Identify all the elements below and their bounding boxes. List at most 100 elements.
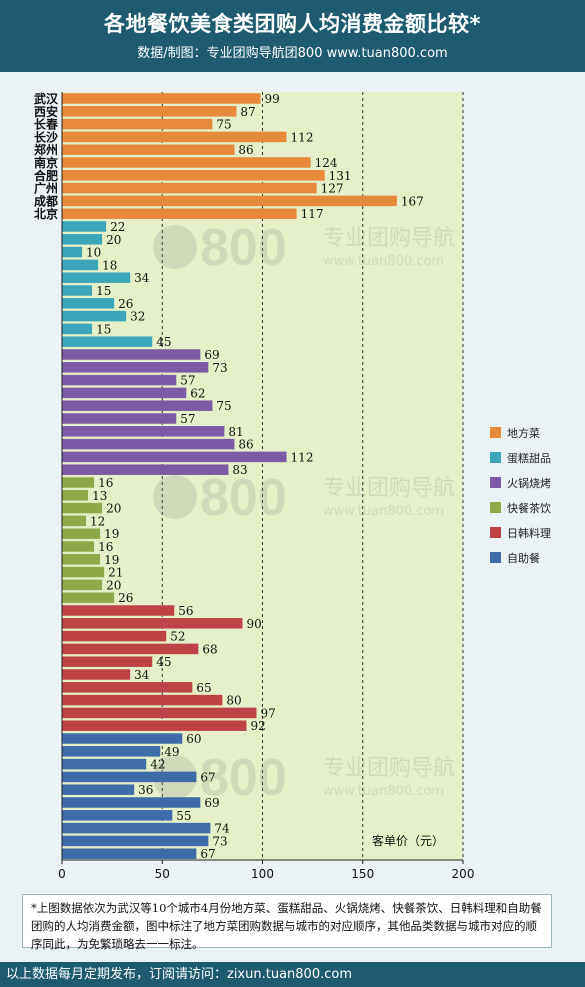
data-label: 60	[186, 732, 201, 746]
data-label: 67	[200, 847, 215, 861]
watermark-number: 800	[200, 469, 287, 527]
bar	[62, 746, 161, 757]
bar	[62, 310, 127, 322]
data-label: 69	[204, 348, 219, 362]
x-tick-label: 50	[155, 867, 170, 881]
bar	[62, 285, 93, 296]
data-label: 69	[204, 796, 219, 810]
data-label: 57	[180, 374, 195, 388]
data-label: 75	[216, 399, 231, 413]
bar	[62, 669, 131, 680]
category-label: 长春	[34, 117, 59, 132]
data-label: 20	[106, 502, 121, 516]
data-label: 45	[156, 335, 171, 349]
legend-item: 自助餐	[490, 547, 580, 568]
data-label: 19	[104, 553, 119, 567]
data-label: 20	[106, 578, 121, 592]
legend-item: 快餐茶饮	[490, 497, 580, 518]
legend-swatch	[490, 527, 501, 538]
legend-swatch	[490, 502, 501, 513]
chart-subtitle: 数据/制图：专业团购导航团800 www.tuan800.com	[137, 46, 448, 61]
watermark-cn: 专业团购导航	[323, 476, 455, 501]
bar	[62, 822, 211, 834]
watermark-url: www.tuan800.com	[323, 504, 444, 519]
chart-title: 各地餐饮美食类团购人均消费金额比较*	[104, 12, 481, 36]
data-label: 127	[321, 182, 344, 196]
bar	[62, 182, 317, 194]
x-tick-label: 100	[251, 867, 274, 881]
x-tick-label: 200	[452, 867, 475, 881]
bar	[62, 515, 87, 527]
bar	[62, 694, 223, 706]
legend-swatch	[490, 477, 501, 488]
bar	[62, 835, 209, 847]
category-label: 广州	[34, 181, 58, 196]
bar	[62, 413, 177, 424]
category-label: 郑州	[34, 142, 58, 157]
data-label: 12	[90, 514, 105, 528]
legend-item: 蛋糕甜品	[490, 447, 580, 468]
bar	[62, 118, 213, 130]
data-label: 15	[96, 284, 111, 298]
data-label: 34	[134, 668, 150, 682]
watermark-cn: 专业团购导航	[323, 756, 455, 781]
category-label: 成都	[34, 193, 58, 208]
data-label: 20	[106, 233, 121, 247]
bar	[62, 374, 177, 386]
legend-label: 日韩料理	[507, 526, 551, 540]
bar	[62, 323, 93, 335]
data-label: 32	[130, 310, 145, 324]
data-label: 81	[228, 425, 243, 439]
bar	[62, 477, 95, 488]
bar	[62, 771, 197, 783]
data-label: 57	[180, 412, 195, 426]
bar	[62, 502, 103, 514]
legend-swatch	[490, 452, 501, 463]
footer-banner: 以上数据每月定期发布，订阅请访问：zixun.tuan800.com	[0, 962, 585, 987]
watermark-number: 800	[200, 749, 287, 807]
watermark-logo: 800 专业团购导航 www.tuan800.com	[153, 219, 455, 277]
legend-label: 自助餐	[507, 551, 540, 565]
data-label: 117	[301, 207, 324, 221]
category-label: 长沙	[34, 129, 58, 144]
watermark-logo: 800 专业团购导航 www.tuan800.com	[153, 469, 455, 527]
watermark-url: www.tuan800.com	[323, 784, 444, 799]
bar	[62, 810, 173, 821]
bar	[62, 605, 175, 616]
data-label: 112	[291, 450, 314, 464]
data-label: 22	[110, 220, 125, 234]
watermark-number: 800	[200, 219, 287, 277]
bar	[62, 566, 105, 578]
bar	[62, 797, 201, 808]
bar	[62, 758, 147, 770]
data-label: 67	[200, 770, 215, 784]
data-label: 75	[216, 118, 231, 132]
watermark-url: www.tuan800.com	[323, 254, 444, 269]
bar	[62, 170, 325, 181]
data-label: 45	[156, 655, 171, 669]
category-label: 合肥	[34, 168, 58, 183]
bar	[62, 221, 107, 232]
legend-swatch	[490, 552, 501, 563]
bar	[62, 93, 261, 104]
data-label: 86	[238, 143, 253, 157]
data-label: 55	[176, 809, 191, 823]
bar	[62, 400, 213, 411]
data-label: 112	[291, 130, 314, 144]
bar	[62, 490, 89, 501]
data-label: 26	[118, 591, 133, 605]
bar	[62, 387, 187, 399]
legend-item: 火锅烧烤	[490, 472, 580, 493]
data-label: 131	[329, 169, 352, 183]
bar	[62, 438, 235, 450]
data-label: 74	[214, 822, 230, 836]
category-label: 西安	[34, 104, 58, 119]
bar	[62, 643, 199, 655]
legend-item: 日韩料理	[490, 522, 580, 543]
data-label: 56	[178, 604, 193, 618]
bar	[62, 848, 197, 859]
watermark-cn: 专业团购导航	[323, 226, 455, 251]
bar	[62, 630, 167, 642]
bar	[62, 259, 99, 271]
bar	[62, 246, 83, 258]
